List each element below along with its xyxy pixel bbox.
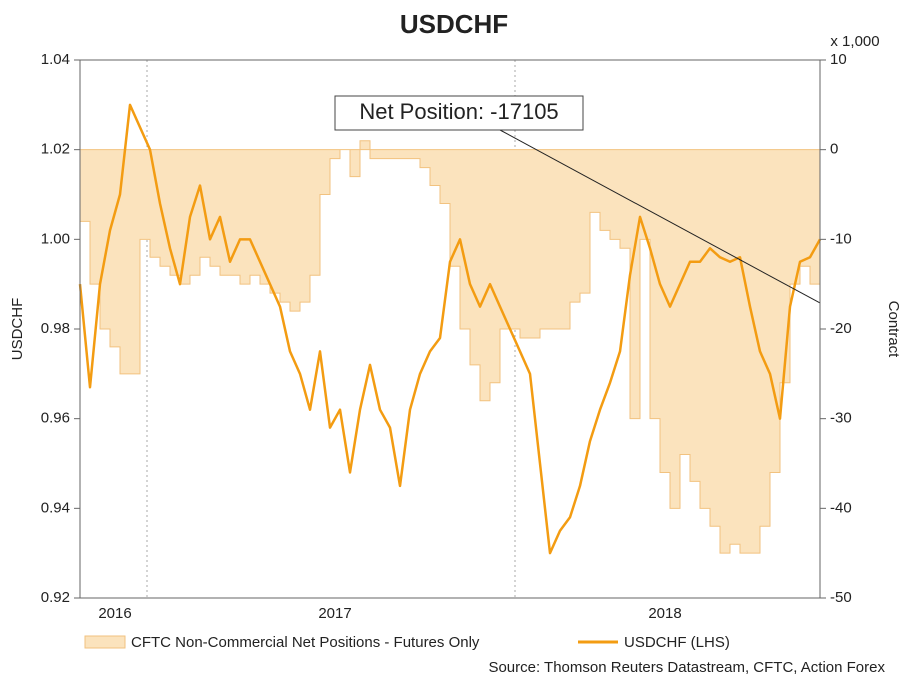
legend-label: CFTC Non-Commercial Net Positions - Futu… xyxy=(131,634,480,651)
y-tick-label: 0.96 xyxy=(41,410,70,427)
x-tick-label: 2016 xyxy=(98,605,131,622)
y-tick-label: 1.04 xyxy=(41,51,70,68)
legend: CFTC Non-Commercial Net Positions - Futu… xyxy=(84,634,730,651)
line-series xyxy=(78,103,822,555)
y2-unit: x 1,000 xyxy=(830,33,879,50)
y2-tick-label: -10 xyxy=(830,230,852,247)
annotation-box xyxy=(334,95,584,131)
y2-tick-label: 0 xyxy=(830,141,838,158)
y2-tick-label: -20 xyxy=(830,320,852,337)
y2-tick-label: -30 xyxy=(830,410,852,427)
x-tick-label: 2017 xyxy=(318,605,351,622)
y2-tick-label: -50 xyxy=(830,589,852,606)
legend-label: USDCHF (LHS) xyxy=(624,634,730,651)
x-tick-label: 2018 xyxy=(648,605,681,622)
plot-area xyxy=(78,60,822,598)
y-tick-label: 1.00 xyxy=(41,230,70,247)
chart-title: USDCHF xyxy=(400,9,508,39)
y2-axis-label: Contract xyxy=(885,301,902,359)
y-tick-label: 0.98 xyxy=(41,320,70,337)
y2-tick-label: -40 xyxy=(830,499,852,516)
legend-swatch xyxy=(84,635,126,649)
annotation: Net Position: -17105 xyxy=(359,99,558,124)
y2-tick-label: 10 xyxy=(830,51,847,68)
source: Source: Thomson Reuters Datastream, CFTC… xyxy=(488,659,885,676)
annotation-leader xyxy=(499,129,821,304)
y-tick-label: 0.94 xyxy=(41,499,70,516)
y-axis-label: USDCHF xyxy=(9,298,26,361)
y-tick-label: 1.02 xyxy=(41,141,70,158)
y-tick-label: 0.92 xyxy=(41,589,70,606)
